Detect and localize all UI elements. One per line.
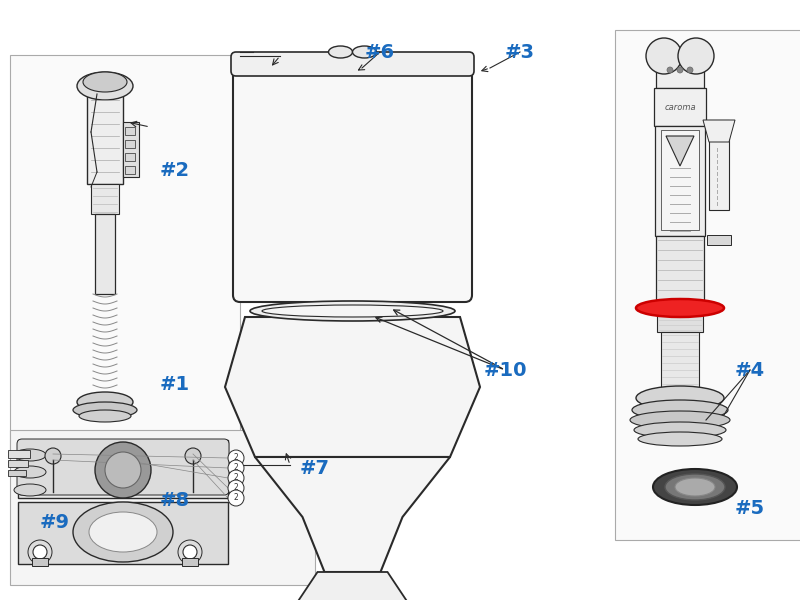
Text: #6: #6 <box>365 43 395 61</box>
Bar <box>661 130 699 230</box>
Polygon shape <box>287 572 418 600</box>
Polygon shape <box>255 457 450 572</box>
Text: #2: #2 <box>160 160 190 179</box>
Ellipse shape <box>45 448 61 464</box>
Bar <box>18 440 228 498</box>
Ellipse shape <box>95 442 151 498</box>
Ellipse shape <box>687 67 693 73</box>
Bar <box>654 88 706 126</box>
Ellipse shape <box>636 386 724 410</box>
Ellipse shape <box>630 411 730 429</box>
Circle shape <box>228 450 244 466</box>
Ellipse shape <box>33 545 47 559</box>
Ellipse shape <box>646 38 682 74</box>
Ellipse shape <box>77 72 133 100</box>
Ellipse shape <box>638 432 722 446</box>
Text: #5: #5 <box>735 499 765 517</box>
FancyBboxPatch shape <box>231 52 474 76</box>
Text: #1: #1 <box>160 376 190 395</box>
Bar <box>125 166 135 174</box>
Ellipse shape <box>665 474 725 500</box>
Bar <box>125 127 135 135</box>
Polygon shape <box>666 136 694 166</box>
Bar <box>707 235 731 245</box>
Ellipse shape <box>14 484 46 496</box>
Bar <box>10 55 240 455</box>
FancyBboxPatch shape <box>233 68 472 302</box>
Ellipse shape <box>105 452 141 488</box>
Bar <box>87 94 123 184</box>
FancyBboxPatch shape <box>17 439 229 495</box>
Ellipse shape <box>667 67 673 73</box>
Bar <box>125 153 135 161</box>
Text: 2: 2 <box>234 473 238 482</box>
Bar <box>8 470 26 476</box>
Text: 2: 2 <box>234 484 238 493</box>
Bar <box>656 236 704 306</box>
Text: #8: #8 <box>160 491 190 509</box>
Bar <box>10 430 315 585</box>
Ellipse shape <box>636 299 724 317</box>
Ellipse shape <box>73 502 173 562</box>
Ellipse shape <box>73 402 137 418</box>
Bar <box>95 214 115 294</box>
Ellipse shape <box>653 469 737 505</box>
Bar <box>709 120 729 210</box>
Ellipse shape <box>678 38 714 74</box>
Ellipse shape <box>677 67 683 73</box>
Ellipse shape <box>632 400 728 420</box>
Ellipse shape <box>14 466 46 478</box>
Text: #10: #10 <box>483 361 526 379</box>
Text: 2: 2 <box>234 454 238 463</box>
Bar <box>657 312 703 332</box>
Polygon shape <box>703 120 735 142</box>
Bar <box>32 558 48 566</box>
Ellipse shape <box>185 448 201 464</box>
Polygon shape <box>225 317 480 457</box>
Ellipse shape <box>675 478 715 496</box>
Text: 2: 2 <box>234 463 238 473</box>
Bar <box>615 30 800 540</box>
Bar <box>661 332 699 397</box>
Bar <box>656 50 704 60</box>
Ellipse shape <box>353 46 377 58</box>
Text: #3: #3 <box>505 43 535 61</box>
Ellipse shape <box>634 422 726 438</box>
Ellipse shape <box>183 545 197 559</box>
Bar <box>656 60 704 88</box>
Circle shape <box>228 460 244 476</box>
Text: 2: 2 <box>234 493 238 503</box>
Ellipse shape <box>250 301 455 321</box>
Ellipse shape <box>329 46 353 58</box>
Ellipse shape <box>262 305 443 317</box>
Bar <box>91 184 119 214</box>
Circle shape <box>228 480 244 496</box>
Bar <box>8 460 28 467</box>
Circle shape <box>228 490 244 506</box>
Bar <box>125 140 135 148</box>
Bar <box>123 122 139 177</box>
Text: #7: #7 <box>300 458 330 478</box>
Bar <box>182 558 198 566</box>
Bar <box>8 450 30 458</box>
Text: #4: #4 <box>735 361 765 379</box>
Ellipse shape <box>14 449 46 461</box>
Bar <box>18 502 228 564</box>
Ellipse shape <box>77 392 133 412</box>
Ellipse shape <box>79 410 131 422</box>
Circle shape <box>228 470 244 486</box>
Text: #9: #9 <box>40 514 70 533</box>
Ellipse shape <box>83 72 127 92</box>
Text: caroma: caroma <box>664 103 696 112</box>
Ellipse shape <box>89 512 157 552</box>
Bar <box>655 126 705 236</box>
